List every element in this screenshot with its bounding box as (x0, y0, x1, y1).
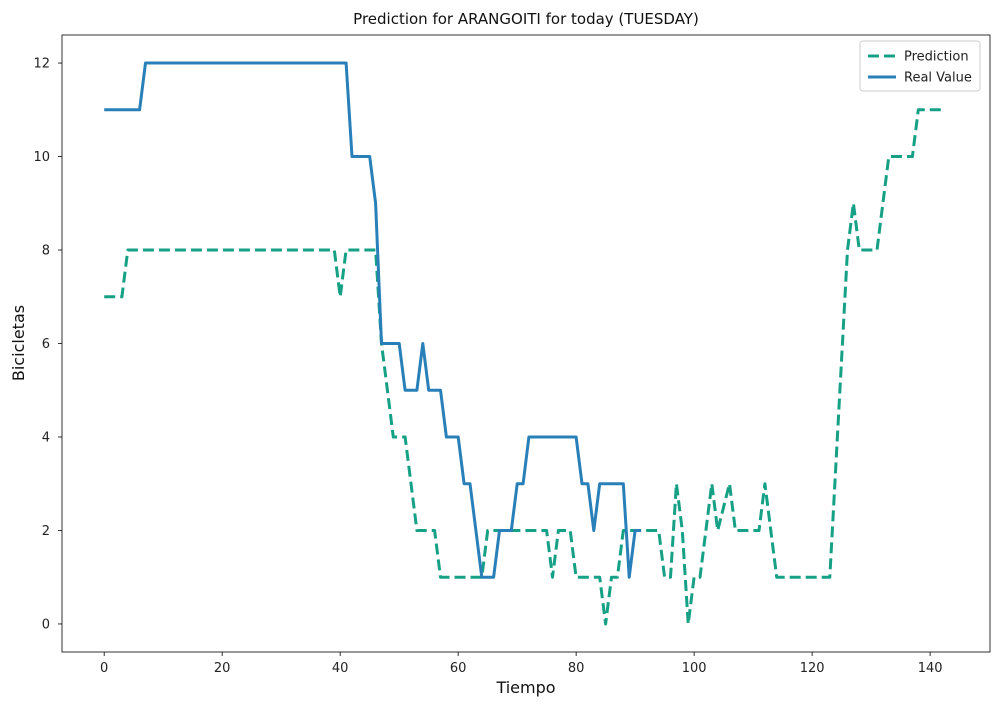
y-tick-label: 10 (33, 150, 50, 165)
x-tick-label: 0 (100, 661, 108, 676)
chart-title: Prediction for ARANGOITI for today (TUES… (353, 10, 699, 28)
y-axis: 0 2 4 6 8 10 12 (33, 57, 62, 632)
y-tick-label: 8 (42, 244, 50, 259)
legend-label: Real Value (904, 71, 972, 86)
series-line-real-value (104, 61, 641, 579)
y-tick-label: 4 (42, 430, 50, 445)
series-layer (104, 61, 942, 626)
x-axis: 0 20 40 60 80 100 120 140 (100, 652, 943, 676)
y-axis-label: Bicicletas (9, 305, 28, 381)
series-line-prediction (104, 108, 942, 626)
plot-frame (61, 34, 991, 653)
x-tick-label: 20 (214, 661, 231, 676)
y-tick-label: 0 (42, 617, 50, 632)
x-tick-label: 100 (682, 661, 707, 676)
y-tick-label: 12 (33, 57, 50, 72)
legend: Prediction Real Value (859, 40, 981, 92)
x-tick-label: 120 (800, 661, 825, 676)
y-tick-label: 2 (42, 524, 50, 539)
x-tick-label: 140 (918, 661, 943, 676)
x-axis-label: Tiempo (495, 678, 555, 697)
x-tick-label: 80 (568, 661, 585, 676)
x-tick-label: 40 (332, 661, 349, 676)
x-tick-label: 60 (450, 661, 467, 676)
y-tick-label: 6 (42, 337, 50, 352)
legend-label: Prediction (904, 50, 969, 65)
